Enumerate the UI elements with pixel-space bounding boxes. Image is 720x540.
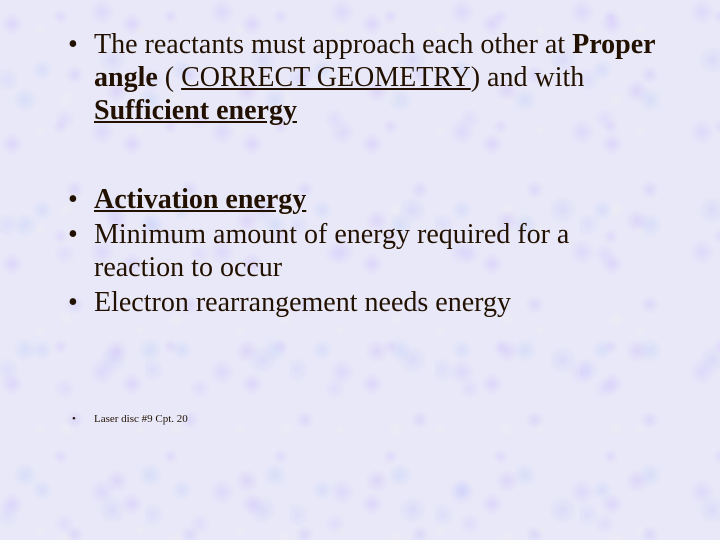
bullet-list: The reactants must approach each other a… bbox=[60, 28, 660, 426]
bullet-text: The reactants must approach each other a… bbox=[94, 29, 572, 60]
bullet-text: ( bbox=[158, 62, 181, 93]
bullet-item: Minimum amount of energy required for a … bbox=[60, 218, 660, 284]
bullet-item: The reactants must approach each other a… bbox=[60, 28, 660, 127]
bullet-text: Minimum amount of energy required for a … bbox=[94, 219, 569, 283]
spacer bbox=[60, 129, 660, 183]
bullet-text-underline: CORRECT GEOMETRY bbox=[181, 62, 471, 93]
bullet-item-footnote: Laser disc #9 Cpt. 20 bbox=[60, 413, 660, 426]
bullet-text-bold-underline: Sufficient energy bbox=[94, 95, 297, 126]
bullet-item: Activation energy bbox=[60, 183, 660, 216]
bullet-item: Electron rearrangement needs energy bbox=[60, 286, 660, 319]
bullet-text: Electron rearrangement needs energy bbox=[94, 287, 511, 318]
slide-body: The reactants must approach each other a… bbox=[0, 0, 720, 540]
spacer bbox=[60, 321, 660, 413]
bullet-text: ) and with bbox=[471, 62, 585, 93]
footnote-text: Laser disc #9 Cpt. 20 bbox=[94, 413, 188, 425]
bullet-text-bold-underline: Activation energy bbox=[94, 184, 306, 215]
